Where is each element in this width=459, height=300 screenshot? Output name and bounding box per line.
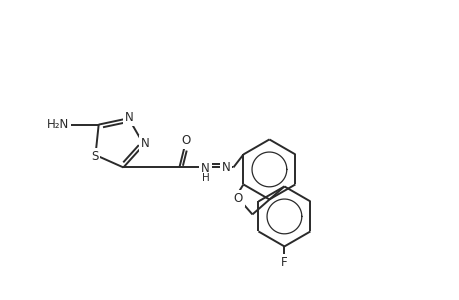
Text: O: O (233, 192, 242, 205)
Text: N: N (221, 161, 230, 174)
Text: S: S (90, 149, 98, 163)
Text: N: N (140, 137, 149, 150)
Text: H₂N: H₂N (46, 118, 68, 131)
Text: O: O (181, 134, 190, 147)
Text: N: N (125, 111, 134, 124)
Text: F: F (280, 256, 287, 269)
Text: H: H (201, 173, 209, 183)
Text: N: N (201, 162, 209, 175)
